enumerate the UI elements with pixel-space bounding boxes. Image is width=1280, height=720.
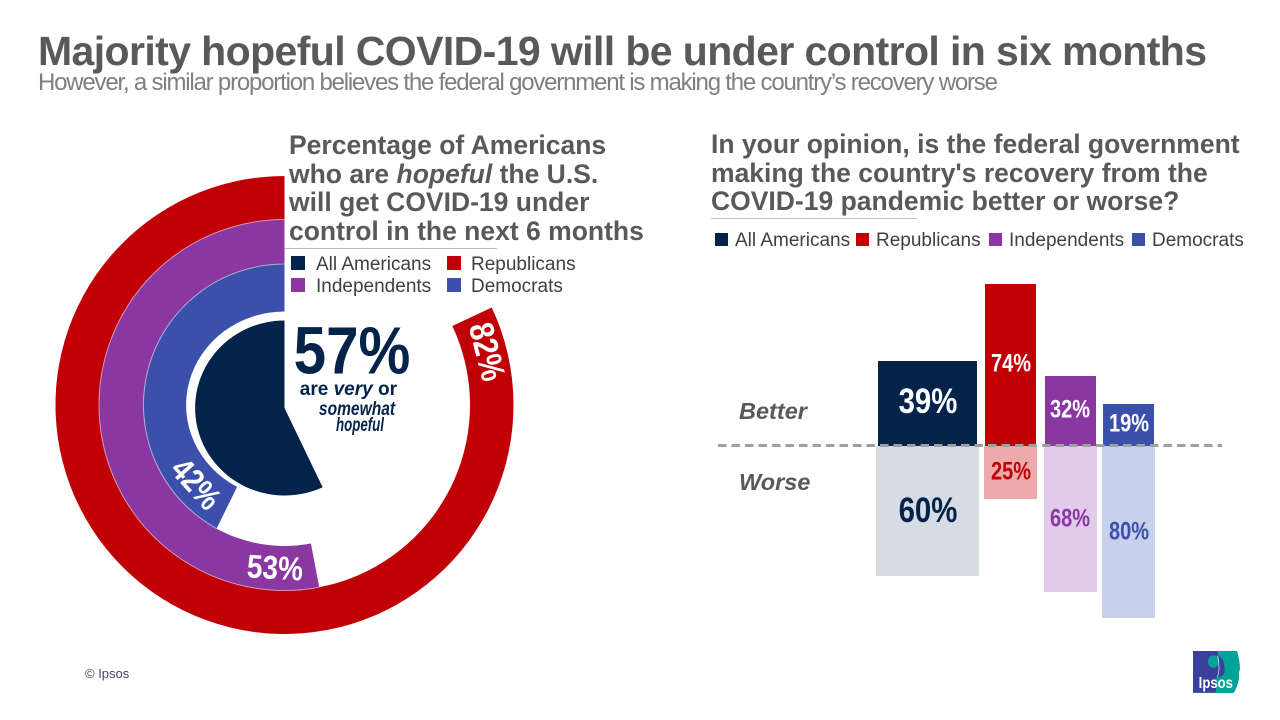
svg-text:Ipsos: Ipsos — [1199, 675, 1233, 692]
